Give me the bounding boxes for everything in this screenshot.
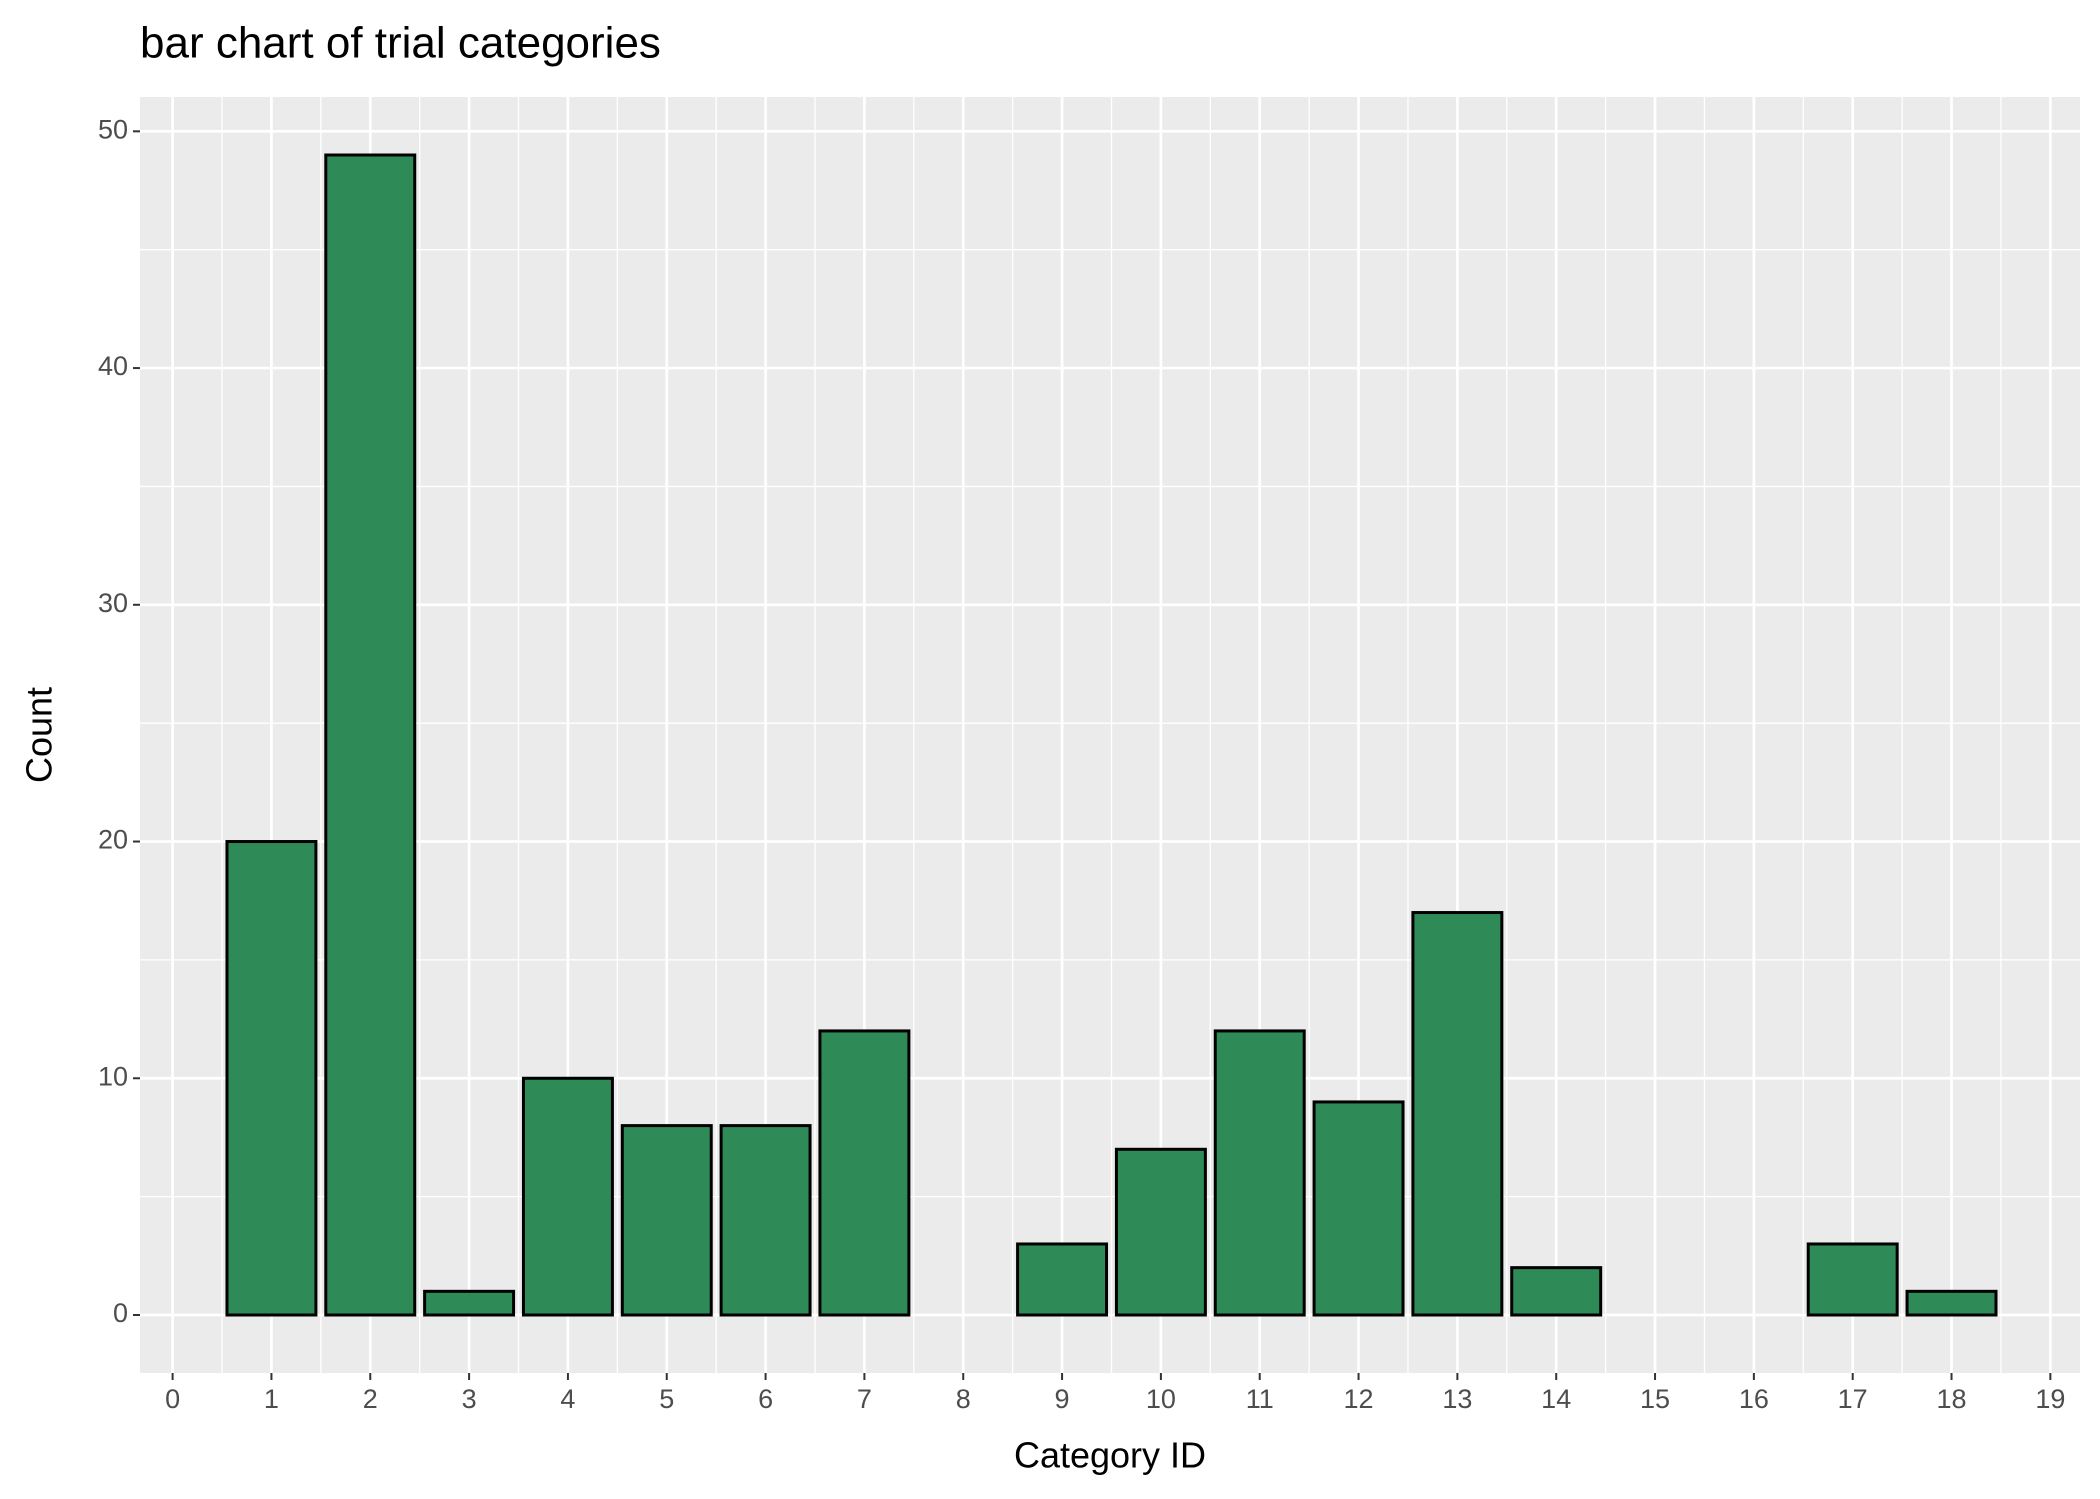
bar bbox=[818, 1029, 911, 1317]
y-tick-label: 40 bbox=[98, 351, 128, 381]
panel bbox=[140, 97, 2080, 1373]
y-tick-label: 0 bbox=[113, 1298, 128, 1328]
x-tick-label: 5 bbox=[659, 1384, 674, 1414]
bar bbox=[1213, 1029, 1306, 1317]
x-tick-label: 1 bbox=[264, 1384, 279, 1414]
bar bbox=[423, 1289, 516, 1317]
y-tick-label: 20 bbox=[98, 825, 128, 855]
bar bbox=[1114, 1147, 1207, 1317]
x-tick-label: 0 bbox=[165, 1384, 180, 1414]
bar bbox=[1510, 1266, 1603, 1317]
y-tick-label: 10 bbox=[98, 1061, 128, 1091]
x-tick-label: 18 bbox=[1936, 1384, 1966, 1414]
x-tick-label: 19 bbox=[2035, 1384, 2065, 1414]
bar bbox=[225, 840, 318, 1317]
x-tick-label: 11 bbox=[1246, 1384, 1274, 1414]
x-tick-label: 17 bbox=[1838, 1384, 1868, 1414]
x-tick-label: 2 bbox=[363, 1384, 378, 1414]
x-axis-title: Category ID bbox=[1014, 1435, 1206, 1476]
x-tick-label: 13 bbox=[1442, 1384, 1472, 1414]
bar bbox=[521, 1076, 614, 1317]
bar bbox=[1016, 1242, 1109, 1317]
y-tick-label: 30 bbox=[98, 588, 128, 618]
y-tick-label: 50 bbox=[98, 114, 128, 144]
x-tick-label: 14 bbox=[1541, 1384, 1571, 1414]
bar bbox=[1806, 1242, 1899, 1317]
chart-title: bar chart of trial categories bbox=[140, 19, 661, 68]
bar bbox=[620, 1124, 713, 1317]
x-tick-label: 10 bbox=[1146, 1384, 1176, 1414]
x-tick-label: 9 bbox=[1055, 1384, 1070, 1414]
x-tick-label: 15 bbox=[1640, 1384, 1670, 1414]
bar bbox=[1905, 1289, 1998, 1317]
x-tick-label: 16 bbox=[1739, 1384, 1769, 1414]
bar bbox=[1312, 1100, 1405, 1317]
x-tick-label: 6 bbox=[758, 1384, 773, 1414]
x-tick-label: 4 bbox=[560, 1384, 575, 1414]
x-tick-label: 7 bbox=[857, 1384, 872, 1414]
x-tick-label: 3 bbox=[462, 1384, 477, 1414]
x-tick-label: 8 bbox=[956, 1384, 971, 1414]
bar bbox=[1411, 911, 1504, 1317]
bar bbox=[324, 153, 417, 1317]
bar bbox=[719, 1124, 812, 1317]
x-tick-label: 12 bbox=[1344, 1384, 1374, 1414]
y-axis-title: Count bbox=[19, 687, 60, 783]
